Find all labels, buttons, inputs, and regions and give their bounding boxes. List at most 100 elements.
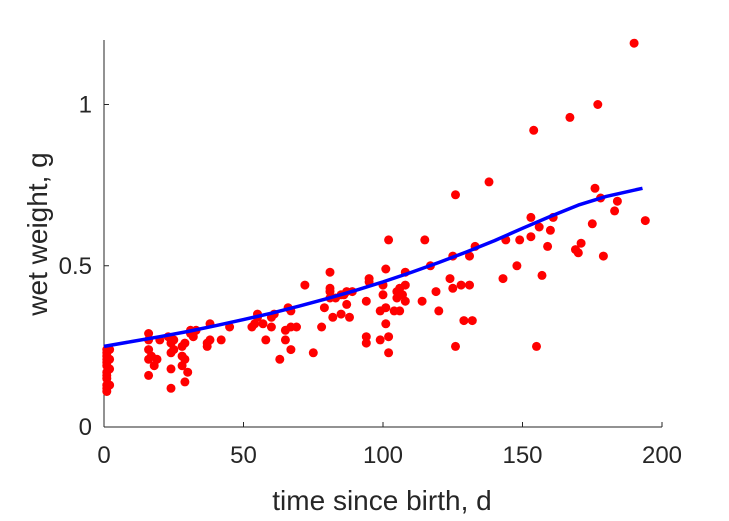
data-point <box>328 312 338 322</box>
data-point <box>590 183 600 193</box>
data-point <box>205 335 215 345</box>
data-point <box>417 296 427 306</box>
y-axis: 00.51 <box>59 40 109 441</box>
data-point <box>361 296 371 306</box>
data-point <box>451 190 460 200</box>
data-point <box>216 335 226 345</box>
data-point <box>498 274 508 284</box>
data-point <box>325 283 335 293</box>
data-point <box>593 100 603 109</box>
x-tick-label: 50 <box>230 442 257 469</box>
data-point <box>610 206 620 216</box>
x-tick-label: 0 <box>97 442 110 469</box>
data-point <box>317 322 327 332</box>
data-point <box>286 345 296 355</box>
x-axis-label: time since birth, d <box>272 485 491 516</box>
data-point <box>300 280 310 290</box>
data-point <box>345 312 354 322</box>
data-point <box>342 299 352 309</box>
data-point <box>573 248 583 258</box>
data-point <box>364 274 374 284</box>
x-axis: 0 50 100 150 200 <box>97 422 682 469</box>
scatter-series <box>102 38 650 396</box>
x-tick-label: 100 <box>363 442 403 469</box>
series-layer <box>102 38 650 396</box>
data-point <box>467 316 477 326</box>
data-point <box>587 219 597 229</box>
data-point <box>456 280 466 290</box>
data-point <box>169 345 179 355</box>
data-point <box>515 235 525 245</box>
data-point <box>465 251 474 261</box>
y-tick-label: 0.5 <box>59 253 92 280</box>
data-point <box>537 270 547 280</box>
data-point <box>598 251 608 261</box>
data-point <box>459 316 469 326</box>
data-point <box>319 303 329 313</box>
data-point <box>381 264 391 274</box>
y-axis-label: wet weight, g <box>22 152 53 316</box>
data-point <box>166 383 176 393</box>
data-point <box>395 306 405 316</box>
y-tick-label: 0 <box>79 414 92 441</box>
data-point <box>526 212 536 222</box>
data-point <box>308 348 318 358</box>
data-point <box>534 222 544 232</box>
data-point <box>384 332 394 342</box>
data-point <box>292 322 301 332</box>
data-point <box>420 235 430 245</box>
data-point <box>261 335 271 345</box>
data-point <box>275 354 285 364</box>
data-point <box>529 125 539 135</box>
data-point <box>378 290 388 300</box>
data-point <box>612 196 622 206</box>
data-point <box>400 296 410 306</box>
data-point <box>451 341 460 351</box>
data-point <box>180 377 190 387</box>
data-point <box>532 341 541 351</box>
data-point <box>105 364 115 374</box>
data-point <box>384 235 394 245</box>
data-point <box>465 280 474 290</box>
data-point <box>336 309 346 319</box>
data-point <box>640 216 650 226</box>
data-point <box>434 306 444 316</box>
data-point <box>576 238 586 248</box>
data-point <box>361 332 371 342</box>
x-tick-label: 200 <box>642 442 682 469</box>
data-point <box>448 283 458 293</box>
data-point <box>384 348 394 358</box>
data-point <box>105 380 115 390</box>
fit-curve <box>103 186 643 349</box>
data-point <box>180 338 190 348</box>
data-point <box>375 335 385 345</box>
data-point <box>325 267 335 277</box>
data-point <box>543 241 553 251</box>
x-tick-label: 150 <box>502 442 542 469</box>
data-point <box>445 274 455 284</box>
data-point <box>545 225 555 235</box>
data-point <box>565 112 575 122</box>
data-point <box>144 329 154 338</box>
data-point <box>361 338 371 348</box>
data-point <box>180 354 190 364</box>
data-point <box>381 319 391 329</box>
data-point <box>166 364 176 374</box>
data-point <box>266 322 276 332</box>
data-point <box>144 370 154 380</box>
data-point <box>526 232 536 242</box>
data-point <box>431 287 441 297</box>
data-point <box>400 280 410 290</box>
data-point <box>169 335 179 345</box>
data-point <box>512 261 522 271</box>
data-point <box>629 38 639 48</box>
data-point <box>183 367 193 377</box>
data-point <box>381 303 391 313</box>
data-point <box>152 354 162 364</box>
y-tick-label: 1 <box>79 92 92 119</box>
data-point <box>258 319 268 329</box>
data-point <box>484 177 494 187</box>
data-point <box>280 335 290 345</box>
data-point <box>105 354 115 364</box>
